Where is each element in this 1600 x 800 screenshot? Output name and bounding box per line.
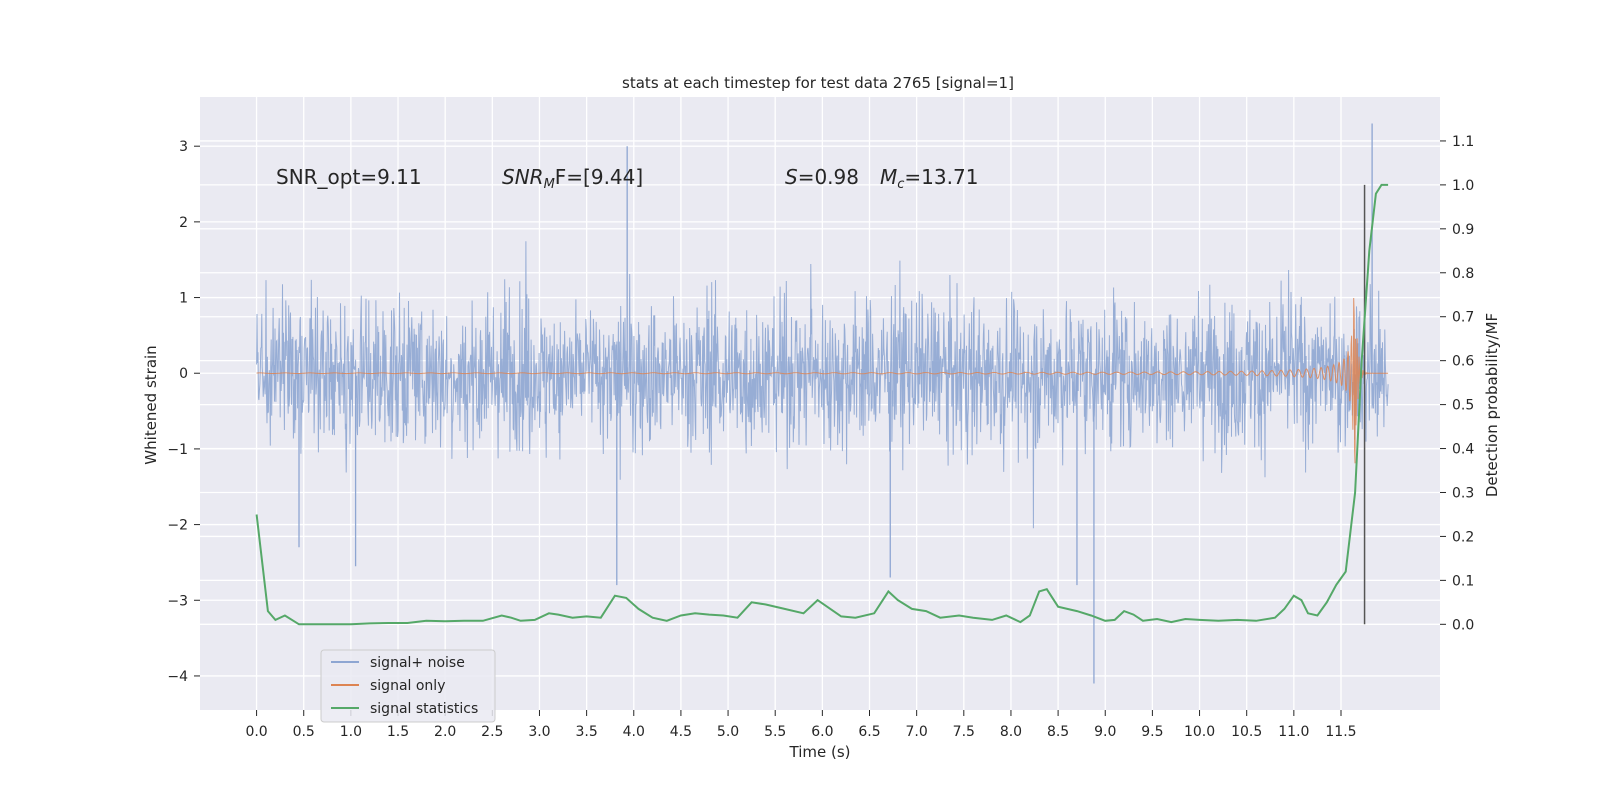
y2-tick-label-11: 1.1: [1452, 134, 1474, 150]
y2-tick-label-1: 0.1: [1452, 573, 1474, 589]
annotation-snr-mf: SNRMF=[9.44]: [502, 165, 643, 192]
mc-subscript: c: [897, 177, 904, 192]
series-signal-plus-noise: [256, 123, 1389, 684]
y2-tick-label-9: 0.9: [1452, 222, 1474, 238]
y2-tick-label-2: 0.2: [1452, 529, 1474, 545]
snr-mf-main: SNR: [502, 165, 544, 189]
y-tick-label-2: −2: [167, 518, 188, 534]
x-tick-label-10: 5.0: [717, 724, 739, 740]
legend-label-signal-statistics: signal statistics: [370, 701, 478, 717]
y2-tick-label-7: 0.7: [1452, 310, 1474, 326]
x-tick-label-7: 3.5: [575, 724, 597, 740]
mc-rest: =13.71: [904, 165, 978, 189]
x-tick-label-22: 11.0: [1278, 724, 1309, 740]
mc-main: M: [880, 165, 897, 189]
x-tick-label-14: 7.0: [906, 724, 928, 740]
x-tick-label-2: 1.0: [340, 724, 362, 740]
x-tick-label-5: 2.5: [481, 724, 503, 740]
s-main: S: [785, 165, 798, 189]
y-tick-label-7: 3: [179, 139, 188, 155]
x-tick-label-16: 8.0: [1000, 724, 1022, 740]
legend-label-signal-plus-noise: signal+ noise: [370, 655, 465, 671]
x-tick-label-9: 4.5: [670, 724, 692, 740]
y-tick-label-1: −3: [167, 593, 188, 609]
y2-axis-label: Detection probability/MF: [1483, 313, 1501, 497]
y-axis-label: Whitened strain: [142, 345, 160, 464]
y2-tick-label-0: 0.0: [1452, 617, 1474, 633]
x-tick-label-0: 0.0: [245, 724, 267, 740]
snr-mf-subscript: M: [544, 177, 555, 192]
x-tick-label-8: 4.0: [623, 724, 645, 740]
s-rest: =0.98: [798, 165, 859, 189]
noise-trace: [256, 241, 1389, 529]
annotation-s: S=0.98: [785, 165, 859, 189]
statistics-trace: [255, 183, 1389, 626]
y-tick-label-3: −1: [167, 442, 188, 458]
y-axis-right-ticks: 0.0 0.1 0.2 0.3 0.4 0.5 0.6 0.7 0.8 0.9 1.0 1.1: [1440, 134, 1474, 633]
x-tick-label-3: 1.5: [387, 724, 409, 740]
x-tick-label-20: 10.0: [1184, 724, 1215, 740]
legend-label-signal-only: signal only: [370, 678, 445, 694]
legend: signal+ noise signal only signal statist…: [320, 649, 496, 723]
x-tick-label-23: 11.5: [1325, 724, 1356, 740]
y2-tick-label-6: 0.6: [1452, 354, 1474, 370]
series-signal-only: [256, 297, 1389, 464]
series-signal-statistics: [255, 183, 1389, 626]
x-tick-label-17: 8.5: [1047, 724, 1069, 740]
y2-tick-label-10: 1.0: [1452, 178, 1474, 194]
y2-tick-label-5: 0.5: [1452, 398, 1474, 414]
snr-mf-rest: F=[9.44]: [555, 165, 643, 189]
x-axis-ticks: 0.0 0.5 1.0 1.5 2.0 2.5 3.0 3.5 4.0 4.5 5.0 5.5 6.0 6…: [245, 710, 1357, 740]
chart-title: stats at each timestep for test data 276…: [622, 74, 1014, 92]
x-tick-label-13: 6.5: [858, 724, 880, 740]
chirp-trace: [256, 297, 1389, 464]
y-tick-label-5: 1: [179, 291, 188, 307]
legend-box: [320, 649, 496, 723]
x-tick-label-6: 3.0: [528, 724, 550, 740]
x-axis-label: Time (s): [789, 743, 851, 761]
y-tick-label-6: 2: [179, 215, 188, 231]
y2-tick-label-3: 0.3: [1452, 485, 1474, 501]
x-tick-label-19: 9.5: [1141, 724, 1163, 740]
y2-tick-label-8: 0.8: [1452, 266, 1474, 282]
x-tick-label-11: 5.5: [764, 724, 786, 740]
x-tick-label-12: 6.0: [811, 724, 833, 740]
x-tick-label-18: 9.0: [1094, 724, 1116, 740]
y-axis-left-ticks: −4 −3 −2 −1 0 1 2 3: [167, 139, 200, 685]
x-tick-label-1: 0.5: [293, 724, 315, 740]
x-tick-label-4: 2.0: [434, 724, 456, 740]
y2-tick-label-4: 0.4: [1452, 442, 1474, 458]
annotation-mc: Mc=13.71: [880, 165, 978, 192]
annotation-snr-opt: SNR_opt=9.11: [276, 165, 422, 189]
x-tick-label-15: 7.5: [953, 724, 975, 740]
y-tick-label-4: 0: [179, 366, 188, 382]
y-tick-label-0: −4: [167, 669, 188, 685]
x-tick-label-21: 10.5: [1231, 724, 1262, 740]
